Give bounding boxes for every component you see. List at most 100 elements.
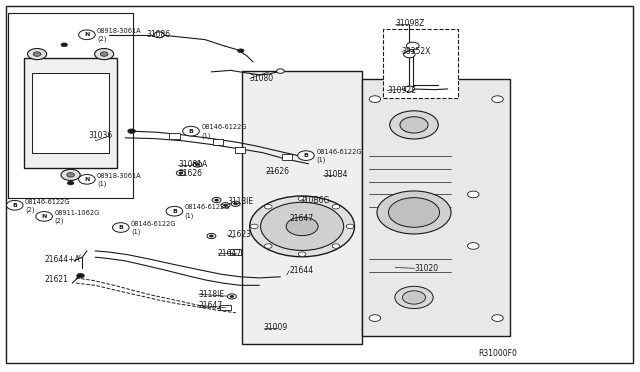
Text: B: B [118, 225, 123, 230]
Bar [279, 216, 291, 221]
Circle shape [193, 162, 202, 167]
Circle shape [369, 315, 381, 321]
Text: N: N [84, 177, 90, 182]
Circle shape [67, 173, 74, 177]
Bar [220, 305, 231, 310]
Circle shape [179, 172, 182, 174]
Circle shape [36, 212, 52, 221]
Circle shape [237, 49, 244, 52]
Text: 31036: 31036 [89, 131, 113, 141]
Circle shape [182, 126, 199, 136]
Text: (1): (1) [316, 157, 326, 163]
Text: 38352X: 38352X [402, 47, 431, 56]
Circle shape [28, 48, 47, 60]
Circle shape [207, 234, 216, 238]
Text: 21647: 21647 [198, 301, 223, 310]
Text: (2): (2) [25, 206, 35, 213]
Text: (1): (1) [201, 132, 211, 139]
Text: 08918-3061A: 08918-3061A [97, 28, 141, 34]
Circle shape [492, 96, 503, 102]
Circle shape [128, 129, 136, 134]
Text: 08146-6122G: 08146-6122G [131, 221, 177, 227]
Text: B: B [12, 203, 17, 208]
Bar [212, 139, 223, 145]
Circle shape [67, 181, 74, 185]
Circle shape [231, 201, 240, 206]
Text: B: B [303, 153, 308, 158]
Circle shape [298, 196, 306, 201]
Text: 08146-6122G: 08146-6122G [25, 199, 70, 205]
Circle shape [298, 252, 306, 256]
Text: 31020: 31020 [415, 264, 438, 273]
Text: 3118IE: 3118IE [227, 197, 253, 206]
Bar [24, 58, 117, 168]
Text: 21621: 21621 [44, 275, 68, 284]
Text: 31098Z: 31098Z [396, 19, 425, 28]
Bar [8, 13, 133, 198]
Circle shape [176, 170, 185, 176]
Circle shape [6, 201, 23, 210]
Circle shape [467, 191, 479, 198]
Circle shape [33, 52, 41, 56]
Circle shape [209, 235, 213, 237]
Circle shape [234, 203, 237, 205]
Text: N: N [42, 214, 47, 219]
Text: R31000F0: R31000F0 [478, 349, 517, 358]
Circle shape [332, 244, 340, 248]
Circle shape [100, 52, 108, 56]
Text: B: B [189, 129, 193, 134]
Text: (2): (2) [97, 36, 107, 42]
Bar [230, 249, 241, 254]
Circle shape [77, 273, 84, 278]
Circle shape [221, 203, 230, 208]
Circle shape [390, 111, 438, 139]
Text: 08146-6122G: 08146-6122G [316, 149, 362, 155]
Text: 08918-3061A: 08918-3061A [97, 173, 141, 179]
Circle shape [260, 202, 344, 250]
Circle shape [79, 174, 95, 184]
Circle shape [406, 42, 419, 49]
Text: (2): (2) [54, 218, 64, 224]
Bar [32, 73, 109, 153]
Circle shape [286, 217, 318, 235]
Circle shape [227, 294, 236, 299]
Circle shape [214, 199, 218, 201]
Text: 310B4: 310B4 [323, 170, 348, 179]
Text: 08911-1062G: 08911-1062G [54, 210, 100, 216]
Text: (1): (1) [184, 212, 194, 219]
Text: 21626: 21626 [266, 167, 290, 176]
Circle shape [166, 206, 182, 216]
Circle shape [404, 86, 415, 92]
Circle shape [369, 96, 381, 102]
Text: 21644+A: 21644+A [44, 255, 80, 264]
Bar [242, 71, 362, 343]
Text: 31086: 31086 [147, 30, 170, 39]
Circle shape [467, 243, 479, 249]
Text: (1): (1) [131, 229, 140, 235]
Bar [383, 29, 458, 98]
Circle shape [154, 32, 164, 38]
Circle shape [276, 69, 284, 73]
Circle shape [61, 169, 80, 180]
Text: 21623: 21623 [227, 230, 252, 240]
Circle shape [79, 30, 95, 39]
Text: 21647: 21647 [289, 214, 314, 223]
Circle shape [395, 286, 433, 309]
Bar [362, 78, 510, 336]
Circle shape [95, 48, 114, 60]
Bar [170, 133, 179, 139]
Circle shape [61, 43, 67, 46]
Circle shape [492, 315, 503, 321]
Circle shape [298, 151, 314, 160]
Text: N: N [84, 32, 90, 37]
Text: 31092E: 31092E [387, 86, 416, 95]
Text: 31009: 31009 [264, 323, 288, 332]
Circle shape [223, 204, 227, 206]
Circle shape [250, 196, 355, 257]
Text: 310B6G: 310B6G [300, 196, 330, 205]
Text: 21644: 21644 [289, 266, 314, 275]
Text: 3118IE: 3118IE [198, 290, 225, 299]
Circle shape [230, 295, 234, 298]
Circle shape [195, 163, 199, 166]
Circle shape [264, 205, 272, 209]
